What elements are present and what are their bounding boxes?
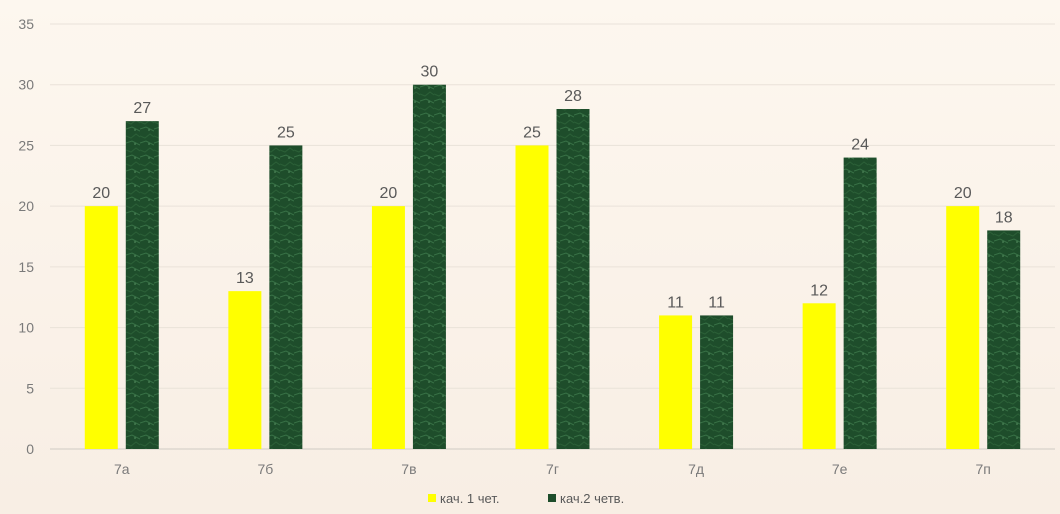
data-label: 11	[667, 294, 684, 311]
bar	[371, 206, 405, 449]
x-tick-label: 7б	[257, 461, 273, 477]
data-label: 24	[851, 137, 869, 154]
data-label: 25	[277, 124, 295, 141]
y-tick-label: 5	[26, 380, 34, 396]
data-label: 12	[810, 282, 828, 299]
legend: кач. 1 чет. кач.2 четв.	[428, 491, 624, 506]
x-tick-label: 7п	[976, 461, 991, 477]
x-tick-label: 7в	[401, 461, 416, 477]
data-label: 25	[523, 124, 541, 141]
bar	[987, 230, 1021, 449]
data-label: 18	[995, 209, 1013, 226]
data-label: 13	[236, 270, 254, 287]
legend-swatch	[428, 494, 436, 502]
y-tick-label: 0	[26, 441, 34, 457]
y-tick-label: 25	[18, 137, 34, 153]
y-tick-label: 30	[18, 77, 34, 93]
y-tick-label: 35	[18, 16, 34, 32]
bar	[843, 157, 877, 450]
bar	[228, 291, 262, 449]
bars	[84, 84, 1021, 450]
data-label: 20	[92, 185, 110, 202]
bar	[412, 84, 446, 449]
y-tick-label: 20	[18, 198, 34, 214]
y-axis-tick-labels: 0 5 10 15 20 25 30 35	[18, 16, 34, 457]
bar	[125, 121, 159, 450]
bar	[946, 206, 980, 449]
bar	[269, 145, 303, 449]
x-tick-label: 7г	[546, 461, 559, 477]
x-axis-tick-labels: 7а 7б 7в 7г 7д 7е 7п	[114, 461, 991, 477]
legend-swatch	[548, 494, 556, 502]
x-tick-label: 7а	[114, 461, 130, 477]
y-tick-label: 15	[18, 259, 34, 275]
bar	[515, 145, 549, 449]
data-label: 11	[708, 294, 725, 311]
bar	[556, 109, 590, 449]
legend-label: кач. 1 чет.	[440, 491, 499, 506]
data-label: 27	[133, 100, 151, 117]
data-label: 20	[954, 185, 972, 202]
x-tick-label: 7д	[688, 461, 704, 477]
bar	[700, 315, 734, 449]
x-tick-label: 7е	[832, 461, 848, 477]
gridlines	[50, 23, 1055, 450]
bar	[84, 206, 118, 449]
data-label: 20	[380, 185, 398, 202]
data-labels: 20 27 13 25 20 30 25 28 11 11 12 24 20 18	[92, 64, 1012, 312]
bar	[659, 315, 693, 449]
bar	[802, 303, 836, 449]
data-label: 30	[421, 64, 439, 81]
legend-label: кач.2 четв.	[560, 491, 624, 506]
y-tick-label: 10	[18, 320, 34, 336]
data-label: 28	[564, 88, 582, 105]
